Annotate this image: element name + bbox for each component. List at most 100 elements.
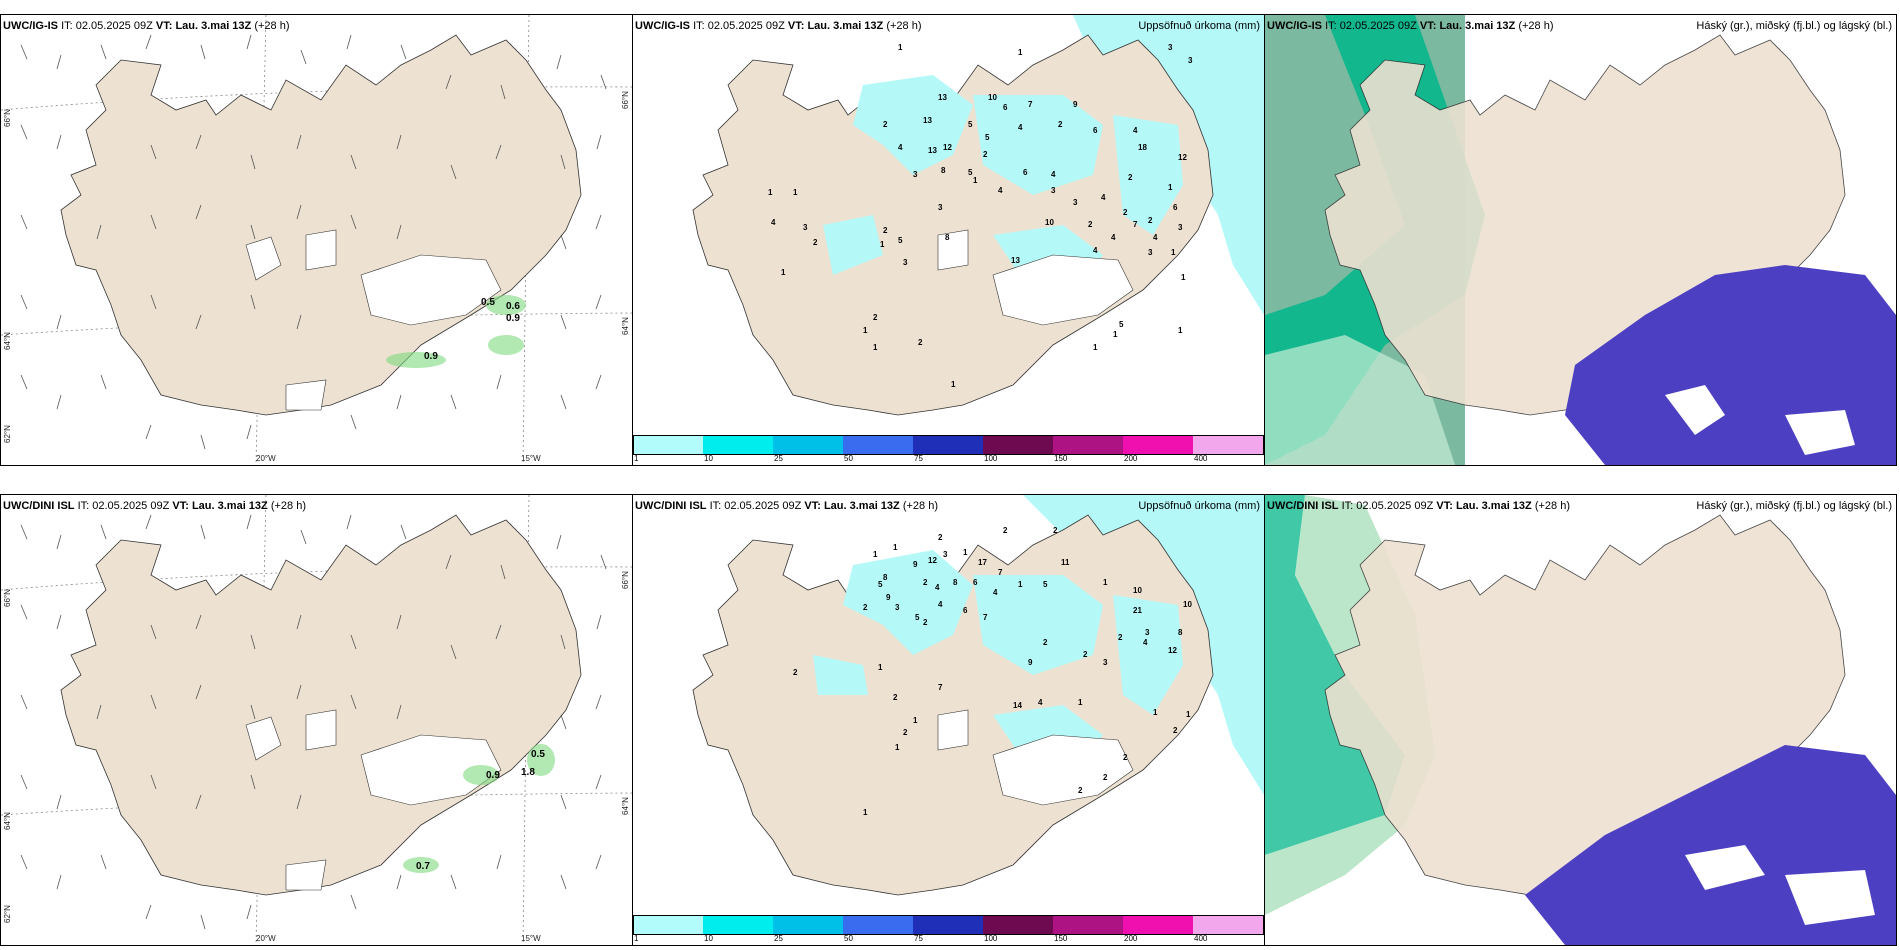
precip-value: 1 bbox=[963, 548, 968, 557]
colorbar-tick: 150 bbox=[1054, 934, 1068, 943]
precip-value: 1 bbox=[893, 543, 898, 552]
model-name: UWC/DINI ISL bbox=[1267, 500, 1339, 512]
precip-value: 3 bbox=[1178, 223, 1183, 232]
colorbar-box bbox=[1053, 435, 1124, 455]
precip-value: 4 bbox=[1038, 698, 1043, 707]
colorbar-tick: 50 bbox=[844, 934, 853, 943]
precip-value: 2 bbox=[813, 238, 818, 247]
lead-time: (+28 h) bbox=[902, 500, 938, 512]
precip-value: 2 bbox=[923, 578, 928, 587]
colorbar: 1 10 25 50 75 100 150 200 400 bbox=[633, 435, 1264, 465]
precip-value: 2 bbox=[1123, 753, 1128, 762]
precip-value: 5 bbox=[1043, 580, 1048, 589]
precip-value: 12 bbox=[928, 556, 937, 565]
model-name: UWC/DINI ISL bbox=[3, 500, 75, 512]
vt-label: VT: bbox=[1436, 500, 1453, 512]
lat-label: 64°N bbox=[3, 332, 12, 350]
precip-value: 1 bbox=[1181, 273, 1186, 282]
precip-value: 2 bbox=[1058, 120, 1063, 129]
precip-value: 4 bbox=[1153, 233, 1158, 242]
precip-value: 1 bbox=[878, 663, 883, 672]
precip-value: 2 bbox=[903, 728, 908, 737]
wind-map: 0.5 0.9 0.6 0.9 bbox=[1, 15, 632, 465]
colorbar-box bbox=[1053, 915, 1124, 935]
precip-value: 1 bbox=[973, 176, 978, 185]
colorbar-tick: 10 bbox=[704, 934, 713, 943]
wind-value: 0.9 bbox=[486, 770, 500, 781]
wind-map: 0.5 0.9 0.7 1.8 bbox=[1, 495, 632, 945]
panel-header: UWC/IG-IS IT: 02.05.2025 09Z VT: Lau. 3.… bbox=[1267, 20, 1554, 32]
precip-value: 12 bbox=[1168, 646, 1177, 655]
precip-value: 3 bbox=[1148, 248, 1153, 257]
lon-label: 15°W bbox=[521, 454, 541, 463]
precip-value: 1 bbox=[1153, 708, 1158, 717]
precip-value: 11 bbox=[1061, 558, 1070, 567]
vt-label: VT: bbox=[172, 500, 189, 512]
precip-value: 1 bbox=[1018, 580, 1023, 589]
lat-label: 64°N bbox=[621, 797, 630, 815]
precip-map: 1 2 1 12 9 3 1 8 2 17 7 11 2 9 5 2 4 8 6… bbox=[692, 495, 1264, 896]
vt-value: Lau. 3.mai 13Z bbox=[823, 500, 900, 512]
wind-value: 0.5 bbox=[531, 749, 545, 760]
precip-title: Uppsöfnuð úrkoma (mm) bbox=[1138, 20, 1260, 32]
colorbar-box bbox=[983, 435, 1054, 455]
precip-patches bbox=[403, 744, 555, 873]
lat-label: 62°N bbox=[3, 425, 12, 443]
precip-value: 1 bbox=[873, 343, 878, 352]
panel-header: UWC/DINI ISL IT: 02.05.2025 09Z VT: Lau.… bbox=[635, 500, 938, 512]
precip-sea bbox=[1023, 495, 1264, 795]
precip-value: 9 bbox=[886, 593, 891, 602]
precip-value: 1 bbox=[1113, 330, 1118, 339]
precip-value: 6 bbox=[1023, 168, 1028, 177]
precip-value: 13 bbox=[1011, 256, 1020, 265]
iceland-land bbox=[60, 34, 582, 416]
colorbar-box bbox=[1123, 435, 1194, 455]
colorbar-tick: 1 bbox=[634, 454, 639, 463]
lon-label: 20°W bbox=[256, 454, 276, 463]
precip-value: 3 bbox=[903, 258, 908, 267]
it-label: IT: bbox=[693, 20, 705, 32]
precip-value: 1 bbox=[1168, 183, 1173, 192]
wind-barbs bbox=[20, 514, 607, 930]
precip-value: 21 bbox=[1133, 606, 1142, 615]
colorbar-tick: 100 bbox=[984, 454, 998, 463]
vt-label: VT: bbox=[787, 20, 805, 32]
colorbar-box bbox=[843, 915, 914, 935]
precip-value: 7 bbox=[983, 613, 988, 622]
precip-value: 3 bbox=[913, 170, 918, 179]
precip-value: 1 bbox=[781, 268, 786, 277]
precip-value: 1 bbox=[895, 743, 900, 752]
precip-value: 4 bbox=[1111, 233, 1116, 242]
vt-value: Lau. 3.mai 13Z bbox=[191, 500, 268, 512]
cloud-map-panel-igis: UWC/IG-IS IT: 02.05.2025 09Z VT: Lau. 3.… bbox=[1264, 14, 1897, 466]
iceland-land bbox=[60, 514, 582, 896]
precip-title: Uppsöfnuð úrkoma (mm) bbox=[1138, 500, 1260, 512]
precip-value: 4 bbox=[771, 218, 776, 227]
precip-value: 3 bbox=[1168, 43, 1173, 52]
precip-map: 1 1 3 3 13 10 6 7 9 2 13 5 4 2 4 13 12 5… bbox=[692, 15, 1264, 416]
cloud-map bbox=[1265, 495, 1896, 945]
colorbar-box bbox=[913, 435, 984, 455]
colorbar-box bbox=[1193, 915, 1264, 935]
precip-value: 2 bbox=[1088, 220, 1093, 229]
colorbar-tick: 200 bbox=[1124, 454, 1138, 463]
vt-value: Lau. 3.mai 13Z bbox=[1455, 500, 1532, 512]
precip-value: 1 bbox=[951, 380, 956, 389]
precip-value: 2 bbox=[938, 533, 943, 542]
colorbar-box bbox=[703, 915, 774, 935]
precip-value: 4 bbox=[1143, 638, 1148, 647]
precip-value: 2 bbox=[863, 603, 868, 612]
wind-map-panel-igis: 0.5 0.9 0.6 0.9 UWC/IG-IS IT: 02.05.2025… bbox=[0, 14, 633, 466]
precip-value: 7 bbox=[1133, 220, 1138, 229]
wind-value: 0.5 bbox=[481, 297, 495, 308]
colorbar-tick: 25 bbox=[774, 934, 783, 943]
precip-value: 1 bbox=[913, 716, 918, 725]
colorbar-tick: 400 bbox=[1194, 454, 1208, 463]
precip-value: 2 bbox=[793, 668, 798, 677]
precip-value: 6 bbox=[963, 606, 968, 615]
colorbar-box bbox=[1193, 435, 1264, 455]
precip-value: 4 bbox=[1018, 123, 1023, 132]
wind-map-panel-dini: 0.5 0.9 0.7 1.8 UWC/DINI ISL IT: 02.05.2… bbox=[0, 494, 633, 946]
wind-value: 0.9 bbox=[506, 313, 520, 324]
precip-value: 2 bbox=[1148, 216, 1153, 225]
